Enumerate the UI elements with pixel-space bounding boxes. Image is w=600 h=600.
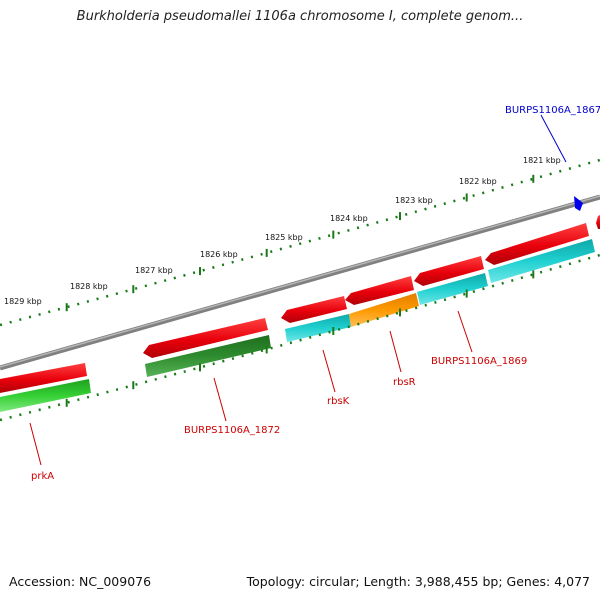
blue-marker-icon[interactable] bbox=[574, 196, 583, 211]
gene-red-1867[interactable] bbox=[596, 215, 600, 229]
leader-line-1872 bbox=[213, 377, 227, 422]
gene-red-1870[interactable] bbox=[345, 276, 414, 305]
chromosome-backbone-highlight bbox=[0, 195, 600, 368]
leader-line-1867 bbox=[540, 114, 567, 163]
gene-label-rbsR[interactable]: rbsR bbox=[393, 377, 416, 388]
inner-scale-dots bbox=[0, 253, 600, 422]
kbp-label-1828: 1828 kbp bbox=[70, 282, 108, 291]
gene-orange-rbsR[interactable] bbox=[349, 293, 419, 327]
kbp-label-1825: 1825 kbp bbox=[265, 233, 303, 242]
gene-cyan-rbsK[interactable] bbox=[285, 314, 351, 342]
gene-cyan-1868[interactable] bbox=[488, 239, 595, 283]
gene-cyan-1869[interactable] bbox=[417, 273, 488, 305]
outer-major-ticks bbox=[65, 174, 535, 312]
leader-line-rbsK bbox=[322, 349, 336, 393]
gene-label-prkA[interactable]: prkA bbox=[31, 471, 54, 482]
outer-scale-dots bbox=[0, 158, 600, 327]
kbp-label-1823: 1823 kbp bbox=[395, 196, 433, 205]
kbp-label-1829: 1829 kbp bbox=[4, 297, 42, 306]
leader-line-prkA bbox=[29, 422, 42, 466]
accession-text: Accession: NC_009076 bbox=[9, 574, 152, 589]
kbp-label-1826: 1826 kbp bbox=[200, 250, 238, 259]
kbp-label-1827: 1827 kbp bbox=[135, 266, 173, 275]
gene-darkgreen-1872[interactable] bbox=[145, 335, 271, 377]
kbp-label-1822: 1822 kbp bbox=[459, 177, 497, 186]
gene-label-rbsK[interactable]: rbsK bbox=[327, 396, 350, 407]
inner-major-ticks bbox=[65, 270, 535, 407]
map-title: Burkholderia pseudomallei 1106a chromoso… bbox=[76, 9, 524, 24]
gene-green-prkA[interactable] bbox=[0, 379, 91, 412]
kbp-label-1824: 1824 kbp bbox=[330, 214, 368, 223]
gene-prkA-fwd[interactable] bbox=[0, 363, 87, 393]
summary-text: Topology: circular; Length: 3,988,455 bp… bbox=[246, 574, 590, 589]
gene-red-1871[interactable] bbox=[281, 296, 347, 323]
gene-label-1867[interactable]: BURPS1106A_1867 bbox=[505, 105, 600, 116]
gene-label-1872[interactable]: BURPS1106A_1872 bbox=[184, 425, 280, 436]
kbp-label-1821: 1821 kbp bbox=[523, 156, 561, 165]
gene-red-1869[interactable] bbox=[414, 256, 484, 286]
leader-line-rbsR bbox=[389, 330, 402, 373]
gene-red-1868[interactable] bbox=[485, 223, 589, 265]
gene-label-1869[interactable]: BURPS1106A_1869 bbox=[431, 356, 527, 367]
chromosome-backbone bbox=[0, 194, 600, 371]
gene-red-1873[interactable] bbox=[143, 318, 268, 358]
leader-line-1869 bbox=[457, 310, 473, 353]
